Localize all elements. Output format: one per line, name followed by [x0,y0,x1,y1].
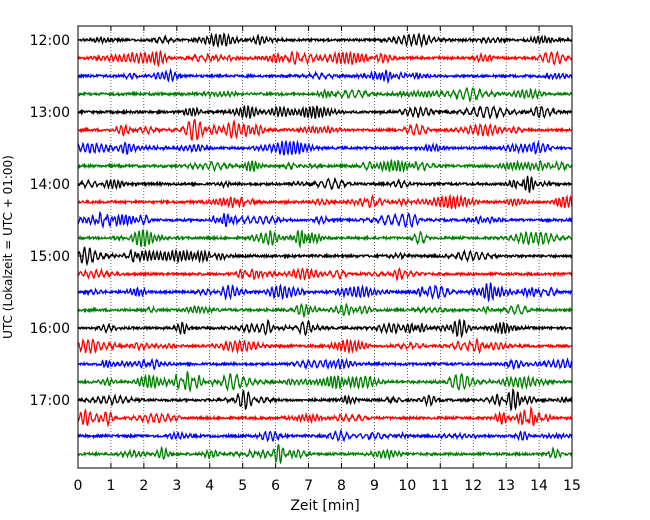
seismic-trace [77,428,573,443]
seismic-trace [77,318,573,339]
seismic-trace [77,371,573,393]
x-tick-label: 12 [464,478,482,494]
x-tick-label: 0 [74,478,83,494]
x-axis-label: Zeit [min] [290,498,359,514]
seismic-traces [77,31,573,465]
seismic-trace [77,266,573,283]
x-tick-label: 9 [370,478,379,494]
x-axis-ticks: 0 1 2 3 4 5 6 7 8 9 10 11 12 13 14 15 [74,26,581,494]
seismic-trace [77,193,573,210]
x-tick-label: 11 [431,478,449,494]
seismic-trace [77,246,573,267]
seismic-trace [77,357,573,371]
x-tick-label: 4 [205,478,214,494]
seismic-trace [77,67,573,85]
seismic-trace [77,337,573,355]
y-tick-label: 14:00 [30,177,70,193]
x-tick-label: 3 [172,478,181,494]
x-tick-label: 6 [271,478,280,494]
seismic-trace [77,302,573,319]
seismic-trace [77,387,573,413]
plot-frame [77,25,573,469]
y-tick-label: 13:00 [30,105,70,121]
y-tick-label: 15:00 [30,249,70,265]
x-tick-label: 5 [238,478,247,494]
x-tick-label: 10 [398,478,416,494]
y-axis-ticks: 12:00 13:00 14:00 15:00 16:00 17:00 [30,33,572,409]
seismic-trace [77,87,573,103]
x-tick-label: 8 [337,478,346,494]
seismic-trace [77,175,573,193]
seismic-trace [77,211,573,229]
seismic-trace [77,405,573,428]
seismic-trace [77,49,573,68]
seismic-trace [77,139,573,156]
seismic-trace [77,118,573,141]
y-axis-label: UTC (Lokalzeit = UTC + 01:00) [1,155,15,339]
seismic-trace [77,158,573,174]
y-tick-label: 17:00 [30,393,70,409]
y-tick-label: 16:00 [30,321,70,337]
seismic-trace [77,229,573,249]
seismic-trace [77,444,573,465]
x-tick-label: 1 [106,478,115,494]
x-tick-label: 13 [497,478,515,494]
x-tick-label: 7 [304,478,313,494]
seismic-trace [77,282,573,303]
seismic-trace [77,104,573,120]
seismic-trace [77,31,573,49]
x-tick-label: 15 [563,478,581,494]
x-tick-label: 2 [139,478,148,494]
y-tick-label: 12:00 [30,33,70,49]
x-tick-label: 14 [530,478,548,494]
